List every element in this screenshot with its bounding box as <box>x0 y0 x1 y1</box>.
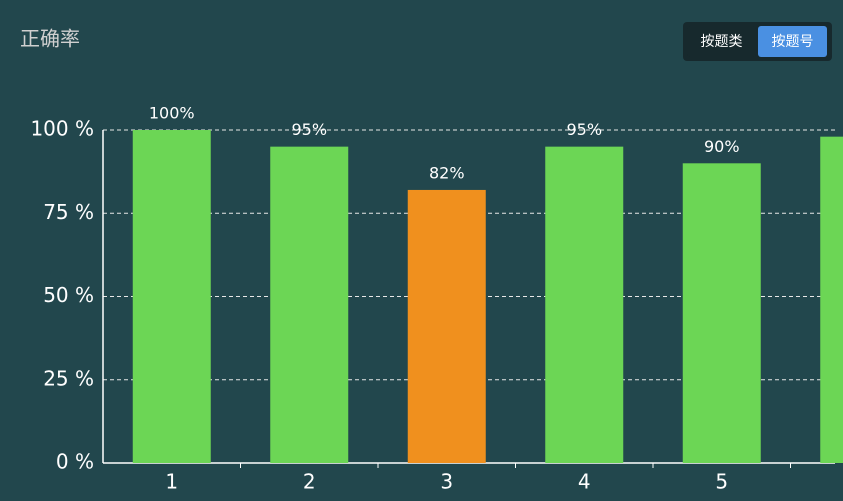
toggle-label: 按题号 <box>772 34 814 50</box>
bar <box>820 136 843 463</box>
bar <box>407 189 486 463</box>
value-label: 90% <box>704 137 740 156</box>
y-tick-label: 0 % <box>56 450 94 474</box>
chart-title: 正确率 <box>20 27 80 51</box>
y-tick-label: 75 % <box>43 200 94 224</box>
toggle-label: 按题类 <box>701 34 743 50</box>
bar <box>270 146 349 463</box>
x-tick-label: 4 <box>578 470 591 494</box>
value-label: 100% <box>149 104 195 123</box>
toggle: 按题类 按题号 <box>687 26 827 57</box>
bar <box>132 130 211 463</box>
value-label: 95% <box>291 120 327 139</box>
value-label: 82% <box>429 163 465 182</box>
x-tick-label: 2 <box>303 470 316 494</box>
bar <box>682 163 761 464</box>
toggle-button[interactable] <box>758 26 827 57</box>
y-tick-label: 50 % <box>43 283 94 307</box>
x-tick-label: 3 <box>440 470 453 494</box>
x-tick-label: 1 <box>165 470 178 494</box>
value-label: 95% <box>566 120 602 139</box>
toggle-button[interactable] <box>687 26 756 57</box>
y-tick-label: 100 % <box>30 117 94 141</box>
bar <box>545 146 624 463</box>
x-tick-label: 5 <box>715 470 728 494</box>
y-tick-label: 25 % <box>43 366 94 390</box>
